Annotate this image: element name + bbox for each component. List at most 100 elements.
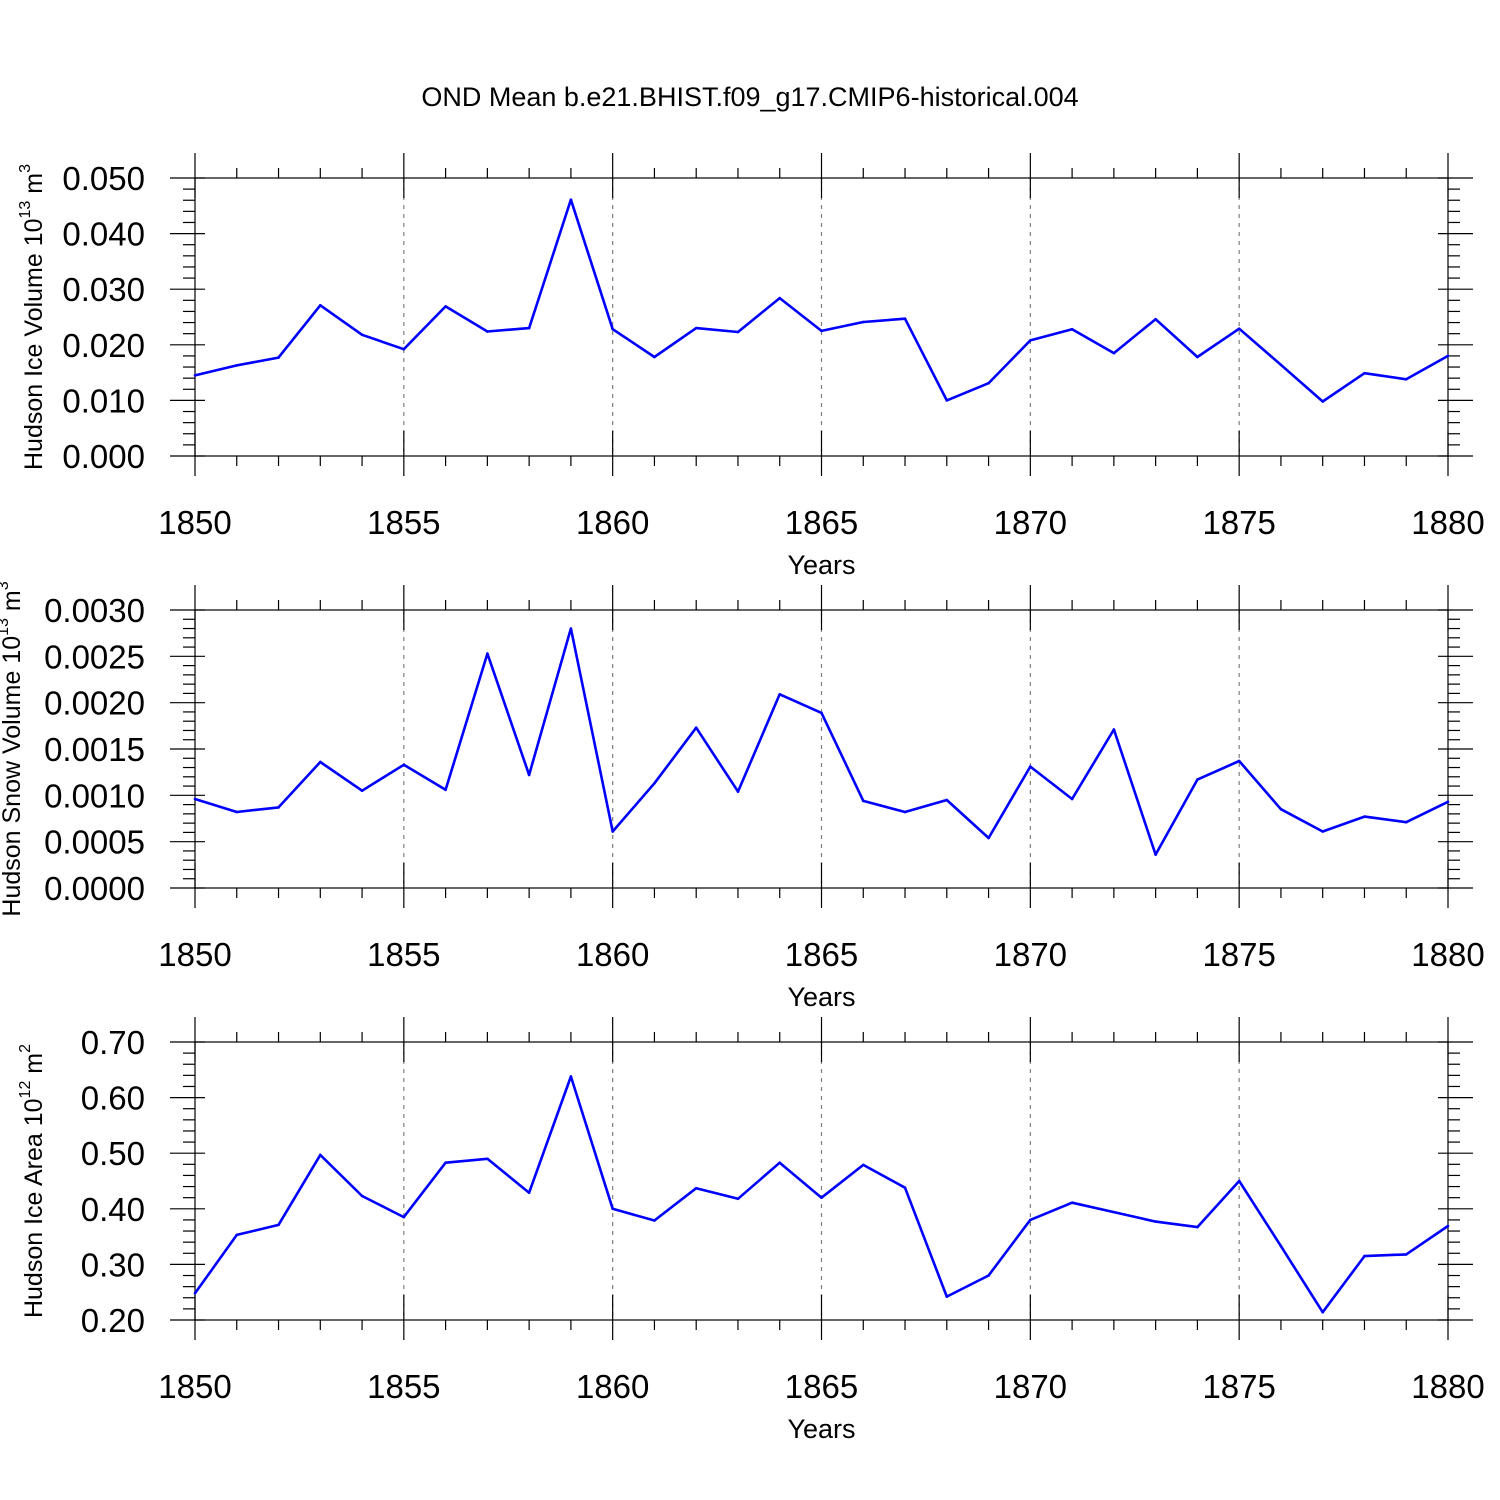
data-point bbox=[1154, 853, 1157, 856]
y-tick-label: 0.040 bbox=[62, 216, 145, 253]
y-tick-label: 0.40 bbox=[81, 1191, 145, 1228]
figure-title: OND Mean b.e21.BHIST.f09_g17.CMIP6-histo… bbox=[421, 82, 1078, 112]
data-point bbox=[277, 806, 280, 809]
x-tick-label: 1860 bbox=[576, 504, 649, 541]
data-point bbox=[235, 364, 239, 367]
data-point bbox=[235, 810, 239, 814]
data-point bbox=[1321, 830, 1324, 833]
x-tick-label: 1850 bbox=[158, 504, 231, 541]
x-tick-label: 1850 bbox=[158, 936, 231, 973]
data-point bbox=[1154, 1220, 1157, 1223]
x-tick-label: 1860 bbox=[576, 936, 649, 973]
panel-1: 1850 1855 1860 1865 1870 1875 1880 0.000 0.010 0.… bbox=[17, 153, 1485, 580]
data-point bbox=[319, 1153, 322, 1157]
data-point bbox=[778, 296, 782, 300]
data-point bbox=[360, 789, 364, 792]
data-point bbox=[820, 1196, 823, 1199]
data-point bbox=[1237, 327, 1241, 330]
y-tick-label: 0.0000 bbox=[44, 870, 145, 907]
x-axis-title: Years bbox=[787, 1414, 855, 1444]
data-point bbox=[1321, 400, 1324, 403]
data-point bbox=[360, 333, 364, 337]
data-point bbox=[277, 356, 280, 359]
y-tick-label: 0.000 bbox=[62, 438, 145, 475]
y-tick-label: 0.20 bbox=[81, 1302, 145, 1339]
y-tick-label: 0.30 bbox=[81, 1246, 145, 1283]
x-tick-label: 1870 bbox=[994, 504, 1067, 541]
data-point bbox=[1321, 1310, 1324, 1314]
y-axis-title: Hudson Snow Volume 1013 m3 bbox=[0, 581, 26, 916]
x-axis-title: Years bbox=[787, 982, 855, 1012]
data-point bbox=[527, 773, 531, 777]
data-point bbox=[1029, 339, 1032, 342]
y-tick-label: 0.0010 bbox=[44, 777, 145, 814]
panel-3: 1850 1855 1860 1865 1870 1875 1880 0.20 0.30 0.40… bbox=[17, 1017, 1485, 1444]
x-tick-label: 1855 bbox=[367, 1368, 440, 1405]
data-point bbox=[1029, 765, 1032, 768]
x-tick-label: 1855 bbox=[367, 936, 440, 973]
data-point bbox=[569, 198, 573, 201]
data-point bbox=[1363, 1254, 1366, 1258]
data-point bbox=[820, 711, 823, 715]
data-point bbox=[527, 326, 531, 330]
data-point bbox=[987, 1274, 990, 1277]
data-point bbox=[1279, 807, 1283, 811]
data-point bbox=[486, 330, 489, 333]
data-point bbox=[444, 1161, 447, 1164]
data-point bbox=[1363, 371, 1366, 375]
panel-2: 1850 1855 1860 1865 1870 1875 1880 0.0000 0.0005… bbox=[0, 581, 1485, 1012]
data-point bbox=[193, 1292, 197, 1295]
data-point bbox=[611, 327, 614, 331]
data-point bbox=[653, 781, 656, 785]
data-point bbox=[402, 347, 406, 351]
data-point bbox=[319, 760, 322, 764]
y-tick-label: 0.050 bbox=[62, 160, 145, 197]
x-tick-label: 1880 bbox=[1411, 936, 1484, 973]
data-point bbox=[319, 304, 322, 307]
data-point bbox=[861, 799, 865, 803]
data-point bbox=[193, 374, 197, 377]
x-tick-label: 1870 bbox=[994, 1368, 1067, 1405]
data-point bbox=[1279, 363, 1283, 367]
data-point bbox=[1070, 327, 1074, 331]
data-point bbox=[486, 652, 489, 655]
data-point bbox=[277, 1223, 280, 1227]
data-point bbox=[1112, 1210, 1116, 1214]
data-point bbox=[569, 627, 573, 630]
y-tick-label: 0.010 bbox=[62, 382, 145, 419]
y-tick-label: 0.0020 bbox=[44, 685, 145, 722]
data-point bbox=[653, 1219, 656, 1222]
data-point bbox=[486, 1157, 489, 1161]
data-point bbox=[861, 320, 865, 324]
data-point bbox=[1196, 1225, 1199, 1229]
x-tick-label: 1860 bbox=[576, 1368, 649, 1405]
data-point bbox=[1446, 800, 1450, 804]
series-line bbox=[194, 198, 1449, 403]
data-point bbox=[1070, 797, 1074, 801]
data-point bbox=[1112, 351, 1116, 355]
data-point bbox=[569, 1075, 573, 1078]
data-point bbox=[1070, 1201, 1074, 1204]
y-tick-label: 0.030 bbox=[62, 271, 145, 308]
data-point bbox=[360, 1194, 364, 1198]
data-point bbox=[736, 1197, 740, 1201]
data-point bbox=[778, 693, 782, 696]
data-point bbox=[611, 1207, 614, 1211]
data-point bbox=[1237, 1179, 1241, 1183]
x-tick-label: 1875 bbox=[1202, 936, 1275, 973]
data-point bbox=[1112, 728, 1116, 731]
data-point bbox=[903, 317, 907, 320]
data-point bbox=[653, 355, 656, 359]
data-point bbox=[444, 788, 447, 792]
data-point bbox=[1404, 1253, 1408, 1256]
data-point bbox=[1279, 1244, 1283, 1248]
x-tick-label: 1850 bbox=[158, 1368, 231, 1405]
x-tick-label: 1865 bbox=[785, 504, 858, 541]
y-tick-label: 0.70 bbox=[81, 1024, 145, 1061]
y-axis-title: Hudson Ice Area 1012 m2 bbox=[17, 1044, 48, 1318]
data-point bbox=[1404, 820, 1408, 824]
data-point bbox=[527, 1191, 531, 1194]
data-point bbox=[820, 329, 823, 333]
data-point bbox=[945, 798, 949, 802]
data-point bbox=[778, 1161, 782, 1164]
